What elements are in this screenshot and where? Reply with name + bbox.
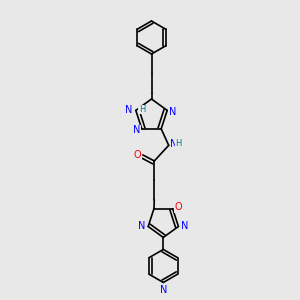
Text: N: N	[125, 104, 133, 115]
Text: O: O	[134, 150, 141, 160]
Text: N: N	[169, 107, 176, 117]
Text: N: N	[160, 285, 167, 296]
Text: N: N	[133, 125, 140, 135]
Text: H: H	[139, 105, 145, 114]
Text: H: H	[176, 139, 182, 148]
Text: N: N	[181, 221, 188, 232]
Text: N: N	[138, 221, 146, 232]
Text: N: N	[170, 139, 178, 149]
Text: O: O	[174, 202, 182, 212]
